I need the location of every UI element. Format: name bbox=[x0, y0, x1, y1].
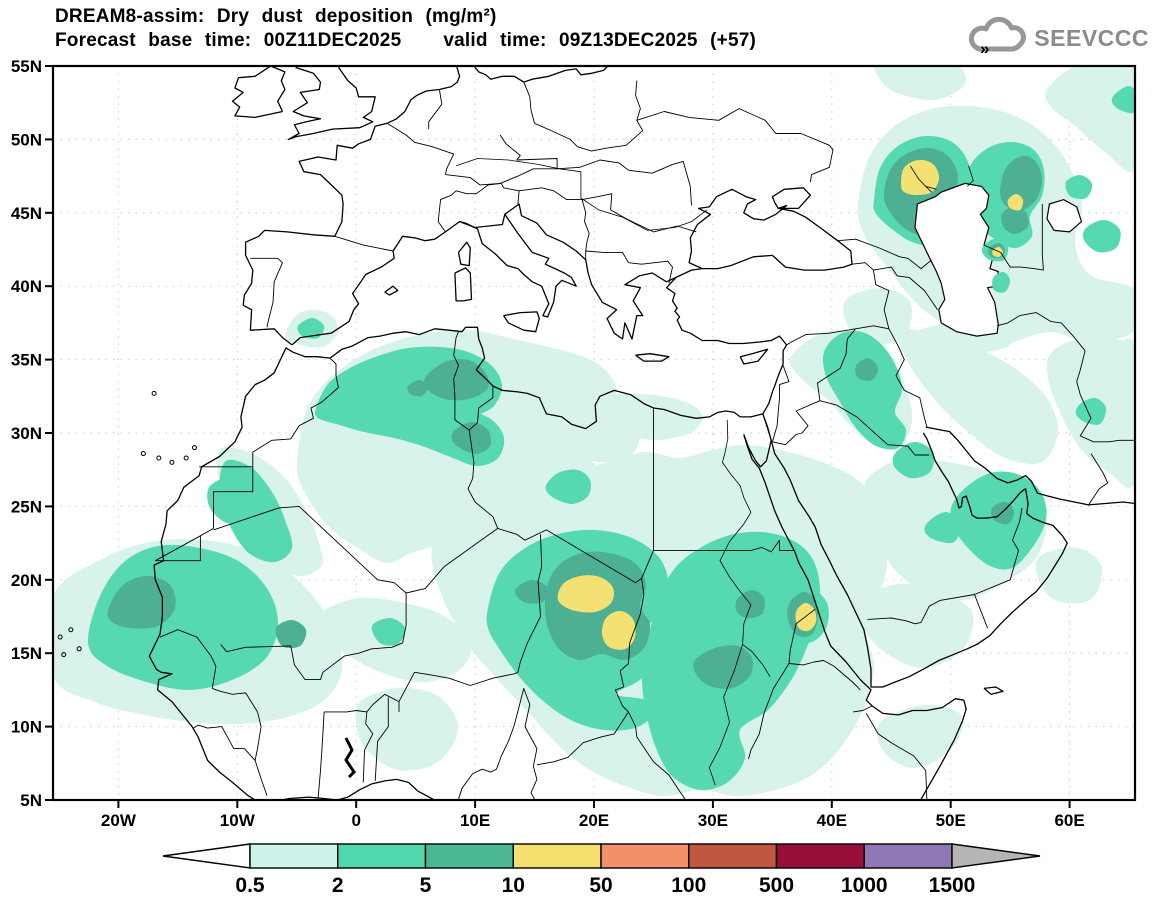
colorbar-label: 0.5 bbox=[235, 874, 265, 897]
lat-tick-label: 40N bbox=[11, 277, 42, 296]
colorbar-cell bbox=[863, 843, 953, 869]
colorbar: 0.5 2 5 10 50 100 500 1000 1500 bbox=[162, 843, 1041, 897]
islands bbox=[57, 390, 197, 658]
colorbar-label: 1500 bbox=[929, 874, 976, 897]
chart-header: DREAM8-assim: Dry dust deposition (mg/m²… bbox=[55, 5, 756, 53]
dust-field-coastal bbox=[981, 194, 1029, 293]
lon-tick-label: 40E bbox=[817, 811, 847, 830]
dust-field bbox=[53, 66, 1135, 797]
lat-tick-label: 25N bbox=[11, 497, 42, 516]
lon-tick-label: 20W bbox=[101, 811, 137, 830]
colorbar-label: 1000 bbox=[841, 874, 888, 897]
lat-tick-label: 30N bbox=[11, 424, 42, 443]
country-borders bbox=[155, 80, 1134, 800]
lat-tick-label: 5N bbox=[20, 791, 42, 810]
colorbar-label: 100 bbox=[671, 874, 706, 897]
colorbar-cell bbox=[600, 843, 690, 869]
rivers bbox=[344, 158, 974, 786]
colorbar-underflow-arrow bbox=[162, 843, 251, 869]
cloud-icon: » bbox=[969, 16, 1027, 58]
lon-tick-label: 60E bbox=[1054, 811, 1084, 830]
longitude-axis: 20W 10W 0 10E 20E 30E 40E 50E 60E bbox=[101, 800, 1085, 830]
lon-tick-label: 50E bbox=[936, 811, 966, 830]
colorbar-cell bbox=[337, 843, 427, 869]
colorbar-cell bbox=[424, 843, 514, 869]
colorbar-cell bbox=[512, 843, 602, 869]
valid-time: valid time: 09Z13DEC2025 (+57) bbox=[443, 30, 757, 51]
sea-mask bbox=[914, 182, 1083, 337]
colorbar-label: 2 bbox=[332, 874, 344, 897]
lat-tick-label: 20N bbox=[11, 571, 42, 590]
lat-tick-label: 15N bbox=[11, 644, 42, 663]
colorbar-label: 5 bbox=[420, 874, 432, 897]
colorbar-label: 500 bbox=[759, 874, 794, 897]
lat-tick-label: 55N bbox=[11, 57, 42, 76]
logo-text: SEEVCCC bbox=[1034, 24, 1149, 51]
lat-tick-label: 35N bbox=[11, 351, 42, 370]
forecast-base-time: Forecast base time: 00Z11DEC2025 bbox=[55, 30, 402, 51]
lon-tick-label: 20E bbox=[579, 811, 609, 830]
coastlines bbox=[148, 66, 1135, 800]
lon-tick-label: 0 bbox=[351, 811, 360, 830]
colorbar-overflow-arrow bbox=[951, 843, 1041, 869]
colorbar-cell bbox=[249, 843, 339, 869]
lat-tick-label: 10N bbox=[11, 718, 42, 737]
colorbar-cell bbox=[775, 843, 865, 869]
lon-tick-label: 10E bbox=[460, 811, 490, 830]
colorbar-label: 10 bbox=[502, 874, 525, 897]
lat-tick-label: 45N bbox=[11, 204, 42, 223]
svg-text:»: » bbox=[980, 39, 989, 58]
chart-title: DREAM8-assim: Dry dust deposition (mg/m²… bbox=[55, 6, 497, 27]
colorbar-cell bbox=[688, 843, 778, 869]
lon-tick-label: 10W bbox=[220, 811, 256, 830]
latitude-axis: 55N 50N 45N 40N 35N 30N 25N 20N 15N 10N 5N bbox=[11, 57, 53, 810]
colorbar-label: 50 bbox=[589, 874, 612, 897]
lat-tick-label: 50N bbox=[11, 130, 42, 149]
seevccc-logo: » SEEVCCC bbox=[968, 16, 1149, 60]
lon-tick-label: 30E bbox=[698, 811, 728, 830]
